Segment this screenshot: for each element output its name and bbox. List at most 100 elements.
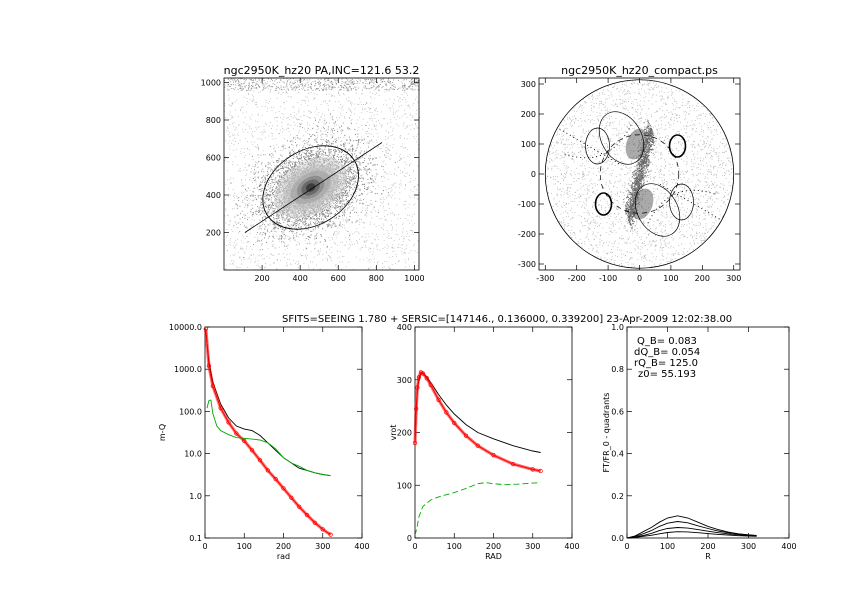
image-ytick-label: 400 (206, 191, 221, 200)
profile-red-point (257, 457, 263, 463)
profile-xtick-label: 100 (237, 542, 252, 551)
fourier-ytick-label: 0.0 (611, 534, 624, 543)
fourier-annotation-0: Q_B= 0.083 (637, 336, 697, 347)
rotation-series-green-2 (414, 482, 541, 536)
rotation-red-point (530, 467, 535, 472)
figure-subtitle: SFITS=SEEING 1.780 + SERSIC=[147146., 0.… (282, 314, 732, 325)
profile-red-point (249, 448, 255, 453)
profile-ylabel: m-Q (158, 424, 167, 441)
position-angle-line (244, 142, 383, 233)
compact-ytick-label: 100 (521, 140, 536, 149)
profile-red-point (273, 476, 278, 482)
profile-red-point (218, 405, 223, 411)
fourier-series-black-1 (626, 521, 757, 539)
image-frame (223, 77, 420, 271)
profile-red-point (234, 431, 239, 436)
rotation-red-point (452, 420, 457, 426)
rotation-red-point (412, 440, 418, 446)
compact-dotted-curve-0 (564, 123, 632, 159)
compact-xtick-label: -300 (536, 274, 554, 283)
compact-lobe-1 (631, 188, 654, 220)
compact-contour-1 (634, 183, 681, 237)
rotation-ytick-label: 0 (407, 534, 412, 543)
profile-red-point (320, 527, 325, 532)
rotation-red-point (428, 382, 433, 388)
profile-red-point (297, 504, 302, 509)
compact-ytick-label: 200 (521, 110, 536, 119)
fourier-annotation-1: dQ_B= 0.054 (634, 347, 700, 358)
compact-xtick-label: -100 (599, 274, 617, 283)
profile-red-point (304, 512, 310, 518)
rotation-xtick-label: 400 (564, 542, 579, 551)
image-title: ngc2950K_hz20 PA,INC=121.6 53.2 (224, 64, 420, 77)
rotation-frame (414, 326, 573, 539)
rotation-red-point (510, 462, 516, 467)
fourier-axes: 0 100 200 300 400 0.0 0.2 0.4 0.6 0.8 1.0 R FT/FR_0 … (602, 323, 797, 561)
fourier-xtick-label: 0 (624, 542, 629, 551)
rotation-xtick-label: 200 (486, 542, 501, 551)
compact-ytick-label: -100 (518, 200, 536, 209)
compact-dashed-circle (599, 134, 680, 214)
fourier-annotation-3: z0= 55.193 (638, 369, 696, 380)
rotation-red-point (415, 385, 420, 390)
rotation-series-red (414, 371, 541, 472)
profile-red-point (265, 468, 270, 473)
profile-red-point (203, 326, 208, 332)
rotation-red-point (463, 433, 469, 438)
compact-xtick-label: 300 (726, 274, 741, 283)
profile-red-point (226, 420, 231, 425)
profile-xlabel: rad (277, 552, 290, 561)
profile-axes: 0 100 200 300 400 0.1 1.0 10.0 100.0 1000.0 10000.… (158, 323, 370, 561)
rotation-xtick-label: 0 (412, 542, 417, 551)
profile-series-red (205, 328, 331, 536)
rotation-series-black-0 (414, 372, 541, 453)
profile-xtick-label: 0 (202, 542, 207, 551)
fourier-xtick-label: 400 (781, 542, 796, 551)
profile-ytick-label: 100.0 (179, 407, 202, 416)
rotation-red-point (414, 406, 419, 411)
profile-ytick-label: 10.0 (184, 450, 202, 459)
compact-dotted-curve-1 (647, 189, 715, 225)
rotation-xtick-label: 100 (447, 542, 462, 551)
galaxy-core-5 (305, 183, 316, 192)
fourier-xlabel: R (705, 552, 711, 561)
rotation-red-point (424, 376, 429, 381)
fourier-annotation-2: rQ_B= 125.0 (634, 358, 698, 369)
compact-bold-contour-0 (668, 134, 687, 158)
fourier-xtick-label: 200 (700, 542, 715, 551)
image-ytick-label: 200 (206, 229, 221, 238)
image-xtick-label: 200 (254, 274, 269, 283)
compact-xtick-label: -200 (568, 274, 586, 283)
profile-xtick-label: 300 (315, 542, 330, 551)
rotation-red-point (491, 453, 496, 458)
profile-series-black-0 (205, 331, 331, 477)
compact-ytick-label: -200 (518, 230, 536, 239)
profile-xtick-label: 200 (276, 542, 291, 551)
rotation-ytick-label: 300 (397, 376, 412, 385)
image-ytick-label: 600 (206, 154, 221, 163)
image-ytick-label: 800 (206, 116, 221, 125)
compact-contour-2 (669, 183, 694, 221)
compact-contour-0 (598, 111, 645, 165)
image-xtick-label: 400 (293, 274, 308, 283)
rotation-ytick-label: 400 (397, 323, 412, 332)
fourier-ylabel: FT/FR_0 - quadrants (602, 393, 611, 473)
compact-axes: -300 -200 -100 0 100 200 300 -300 -200 -100 0 100 20… (518, 64, 742, 283)
profile-red-point (312, 520, 318, 525)
compact-ytick-label: -300 (518, 260, 536, 269)
fourier-ytick-label: 0.4 (611, 450, 624, 459)
profile-ytick-label: 1000.0 (174, 365, 202, 374)
compact-pixels (545, 80, 735, 268)
image-axes: 200 400 600 800 10002004006008001000ngc2950K… (201, 64, 425, 283)
profile-xtick-label: 400 (354, 542, 369, 551)
profile-ytick-label: 10000.0 (169, 323, 202, 332)
fourier-ytick-label: 1.0 (611, 323, 624, 332)
rotation-red-point (420, 371, 426, 376)
rotation-red-point (436, 397, 441, 402)
profile-ytick-label: 0.1 (189, 534, 202, 543)
fourier-series-black-2 (626, 527, 757, 539)
profile-red-point (210, 383, 216, 389)
fourier-ytick-label: 0.2 (611, 492, 624, 501)
profile-red-point (281, 486, 286, 491)
